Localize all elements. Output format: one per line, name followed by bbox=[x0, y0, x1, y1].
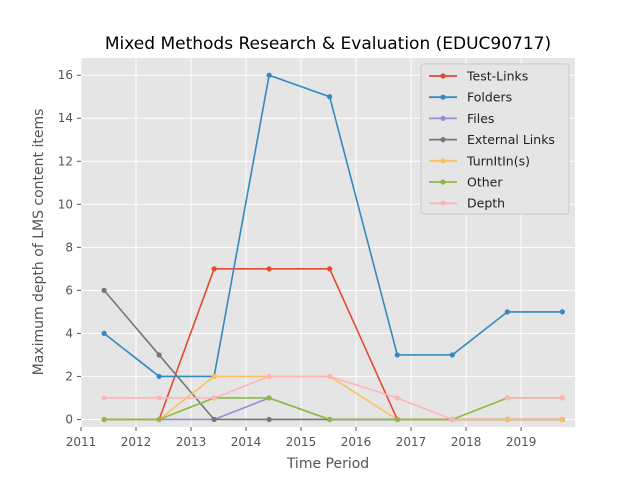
data-point-folders bbox=[327, 94, 333, 100]
y-tick-label: 4 bbox=[65, 326, 73, 340]
legend-swatch-marker bbox=[440, 158, 446, 164]
legend-swatch-marker bbox=[440, 115, 446, 121]
legend-item-test-links: Test-Links bbox=[429, 69, 528, 84]
y-tick-label: 2 bbox=[65, 369, 73, 383]
x-tick-label: 2015 bbox=[286, 435, 317, 449]
legend-box bbox=[420, 63, 570, 215]
legend-swatch-marker bbox=[440, 94, 446, 100]
legend-label: Files bbox=[467, 111, 494, 126]
legend-label: Test-Links bbox=[466, 69, 528, 84]
data-point-test-links bbox=[266, 266, 272, 272]
x-tick-label: 2017 bbox=[396, 435, 427, 449]
data-point-test-links bbox=[327, 266, 333, 272]
y-tick-label: 0 bbox=[65, 412, 73, 426]
legend-label: TurnItIn(s) bbox=[466, 153, 530, 168]
data-point-other bbox=[156, 416, 162, 423]
legend-label: Folders bbox=[467, 90, 512, 105]
data-point-external-links bbox=[211, 416, 217, 423]
y-tick-label: 14 bbox=[58, 111, 73, 125]
legend: Test-Links Folders Files External Links Turn… bbox=[420, 63, 570, 215]
data-point-other bbox=[327, 416, 333, 423]
data-point-folders bbox=[394, 352, 400, 358]
data-point-folders bbox=[156, 373, 162, 380]
data-point-other bbox=[101, 416, 107, 423]
tick-layer: 2011 2012 2013 2014 2015 2016 2017 2018 2019 0 2 4 6… bbox=[58, 68, 537, 449]
data-point-depth bbox=[101, 395, 107, 401]
data-point-folders bbox=[449, 352, 455, 358]
data-point-external-links bbox=[156, 352, 162, 358]
y-tick-label: 10 bbox=[58, 197, 73, 211]
data-point-depth bbox=[156, 395, 162, 401]
chart-title: Mixed Methods Research & Evaluation (EDU… bbox=[105, 34, 551, 54]
data-point-turnitin-s bbox=[559, 416, 565, 423]
x-tick-label: 2014 bbox=[231, 435, 262, 449]
data-point-folders bbox=[101, 330, 107, 337]
legend-item-external-links: External Links bbox=[429, 132, 555, 147]
data-point-turnitin-s bbox=[504, 416, 510, 423]
y-tick-label: 12 bbox=[58, 154, 73, 168]
data-point-depth bbox=[504, 395, 510, 401]
data-point-other bbox=[394, 416, 400, 423]
x-tick-label: 2016 bbox=[341, 435, 372, 449]
x-tick-label: 2019 bbox=[506, 435, 537, 449]
legend-item-turnitin-s: TurnItIn(s) bbox=[429, 153, 530, 168]
data-point-other bbox=[266, 395, 272, 401]
legend-label: Depth bbox=[467, 196, 505, 211]
data-point-depth bbox=[211, 395, 217, 401]
legend-label: External Links bbox=[467, 132, 555, 147]
series-other bbox=[101, 395, 565, 423]
data-point-test-links bbox=[211, 266, 217, 272]
legend-label: Other bbox=[467, 175, 503, 190]
data-point-folders bbox=[266, 72, 272, 78]
x-axis-label: Time Period bbox=[286, 456, 369, 472]
legend-swatch-marker bbox=[440, 179, 446, 185]
x-tick-label: 2013 bbox=[176, 435, 207, 449]
legend-item-other: Other bbox=[429, 175, 503, 190]
x-tick-label: 2012 bbox=[121, 435, 152, 449]
legend-swatch-marker bbox=[440, 73, 446, 79]
legend-item-folders: Folders bbox=[429, 90, 512, 105]
data-point-depth bbox=[559, 395, 565, 401]
data-point-external-links bbox=[266, 416, 272, 423]
data-point-depth bbox=[394, 395, 400, 401]
y-tick-label: 8 bbox=[65, 240, 73, 254]
y-tick-label: 16 bbox=[58, 68, 73, 82]
legend-item-files: Files bbox=[429, 111, 494, 126]
data-point-depth bbox=[266, 373, 272, 380]
series-layer bbox=[101, 72, 565, 423]
x-tick-label: 2018 bbox=[451, 435, 482, 449]
data-point-turnitin-s bbox=[211, 373, 217, 380]
legend-swatch-marker bbox=[440, 200, 446, 206]
legend-swatch-marker bbox=[440, 137, 446, 143]
data-point-depth bbox=[449, 416, 455, 423]
y-axis-label: Maximum depth of LMS content items bbox=[31, 109, 47, 376]
data-point-depth bbox=[327, 373, 333, 380]
y-tick-label: 6 bbox=[65, 283, 73, 297]
series-depth bbox=[101, 373, 565, 423]
data-point-folders bbox=[559, 309, 565, 315]
data-point-external-links bbox=[101, 287, 107, 293]
data-point-folders bbox=[504, 309, 510, 315]
x-tick-label: 2011 bbox=[66, 435, 97, 449]
legend-item-depth: Depth bbox=[429, 196, 505, 211]
